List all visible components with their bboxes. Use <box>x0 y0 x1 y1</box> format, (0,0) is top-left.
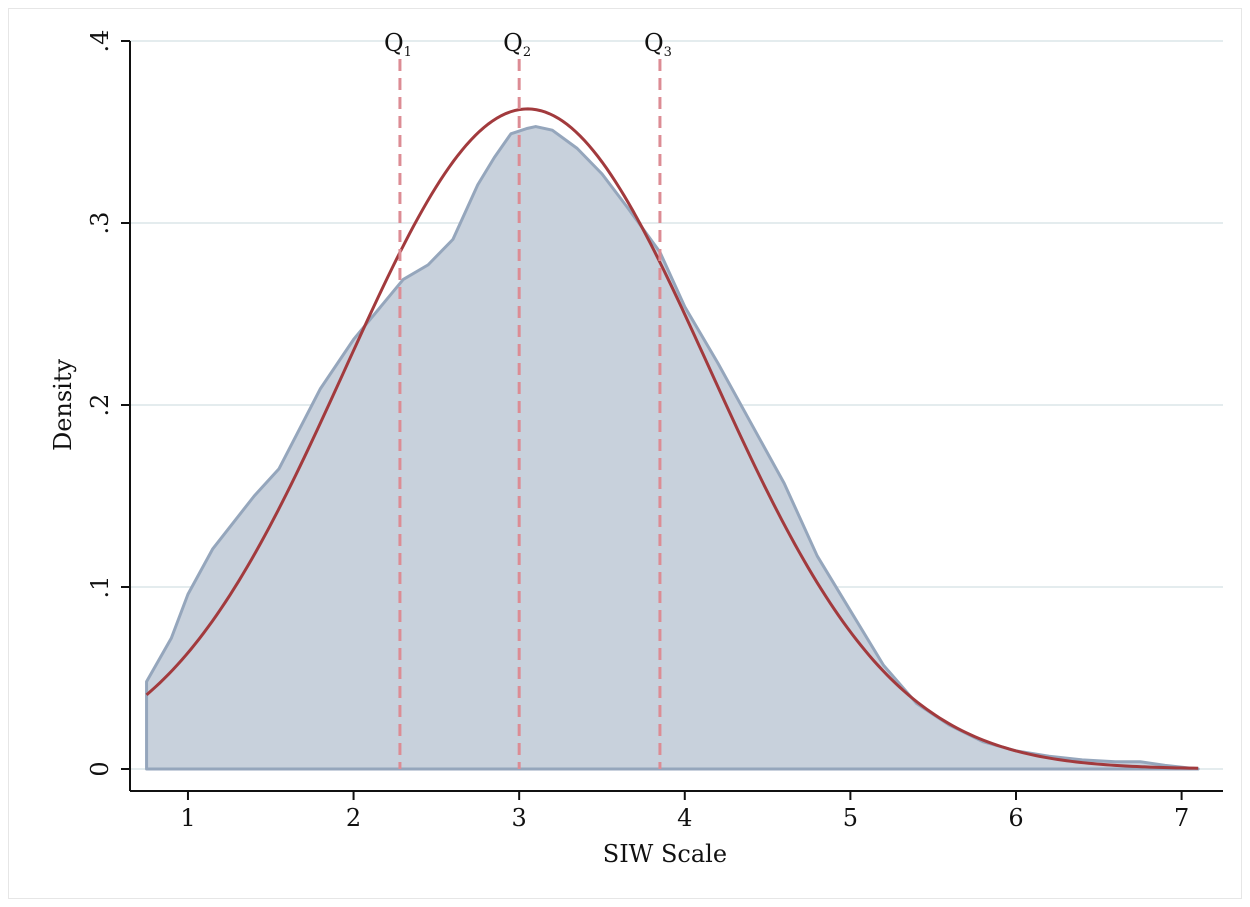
x-tick-label-1: 1 <box>180 804 195 832</box>
quartile-label-1: Q1 <box>384 29 412 60</box>
axis-layer: 1 2 3 4 5 6 7 0 .1 .2 .3 .4 <box>86 30 1223 832</box>
y-tick-label-1: .1 <box>86 576 114 599</box>
curve-layer <box>145 107 1199 770</box>
y-tick-label-2: .2 <box>86 394 114 417</box>
y-axis-title: Density <box>49 359 77 452</box>
quartile-label-2: Q2 <box>503 29 531 60</box>
x-tick-label-6: 6 <box>1008 804 1023 832</box>
density-chart: Q1 Q2 Q3 1 2 3 4 5 6 7 0 .1 .2 .3 .4 SIW Scale Densit… <box>49 29 1223 868</box>
x-tick-label-4: 4 <box>677 804 692 832</box>
quartile-layer: Q1 Q2 Q3 <box>384 29 672 769</box>
x-tick-label-7: 7 <box>1174 804 1189 832</box>
quartile-label-3: Q3 <box>644 29 672 60</box>
chart-frame: Q1 Q2 Q3 1 2 3 4 5 6 7 0 .1 .2 .3 .4 SIW Scale Densit… <box>8 8 1242 899</box>
x-axis-title: SIW Scale <box>603 840 727 868</box>
y-tick-label-3: .3 <box>86 212 114 235</box>
x-tick-label-3: 3 <box>512 804 527 832</box>
normal-curve <box>145 107 1199 770</box>
y-tick-label-4: .4 <box>86 30 114 53</box>
x-tick-label-2: 2 <box>346 804 361 832</box>
y-tick-label-0: 0 <box>86 761 114 776</box>
x-tick-label-5: 5 <box>843 804 858 832</box>
